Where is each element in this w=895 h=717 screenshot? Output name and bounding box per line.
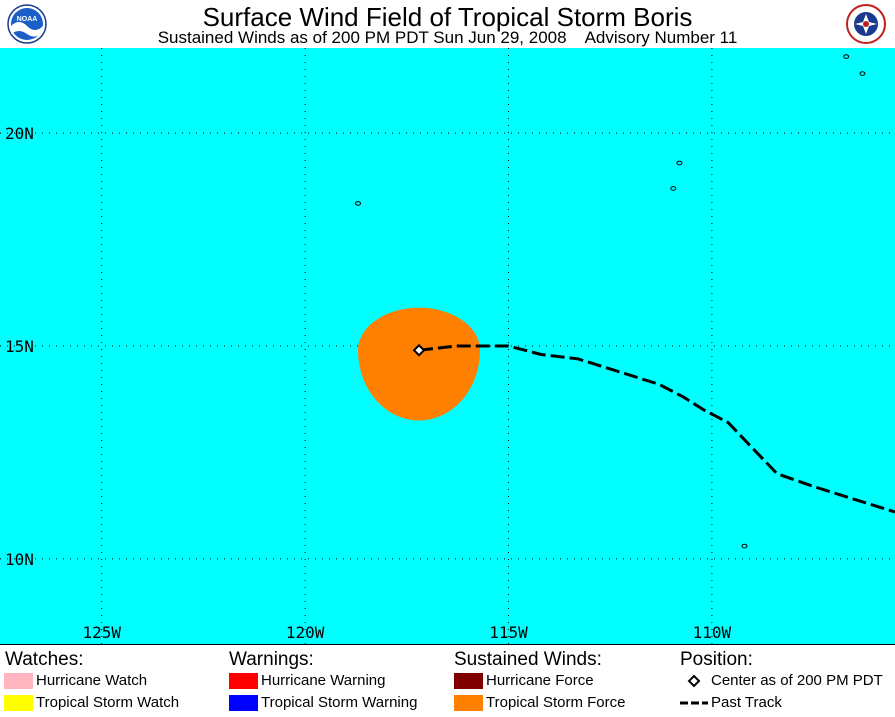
lon-label-125w: 125W: [82, 623, 121, 642]
tropical-storm-force-area: [358, 307, 480, 421]
legend-item-hurricane-watch: Hurricane Watch: [4, 673, 147, 689]
legend-position-heading: Position:: [680, 649, 753, 670]
lon-label-110w: 110W: [693, 623, 732, 642]
legend-position: Position:: [680, 649, 753, 671]
legend-item-hurricane-warning: Hurricane Warning: [229, 673, 386, 689]
advisory-number: Advisory Number 11: [584, 28, 738, 47]
legend: Watches: Hurricane Watch Tropical Storm …: [0, 644, 895, 717]
past-track-line: [418, 344, 895, 514]
hurricane-force-swatch: [454, 673, 483, 689]
noaa-logo: NOAA: [7, 4, 47, 44]
center-diamond-icon: [687, 674, 701, 688]
nws-logo: [846, 4, 886, 44]
legend-winds: Sustained Winds:: [454, 649, 602, 671]
island-outline: [741, 543, 748, 549]
map-title: Surface Wind Field of Tropical Storm Bor…: [202, 2, 693, 32]
island-outline: [355, 201, 361, 206]
legend-warnings: Warnings:: [229, 649, 314, 671]
legend-warnings-heading: Warnings:: [229, 649, 314, 670]
map-subtitle: Sustained Winds as of 200 PM PDT Sun Jun…: [0, 29, 895, 47]
lat-label-20n: 20N: [5, 124, 34, 143]
past-track-line-icon: [680, 701, 708, 705]
legend-item-tropical-storm-force: Tropical Storm Force: [454, 695, 625, 711]
advisory-time: Sustained Winds as of 200 PM PDT Sun Jun…: [157, 28, 567, 47]
island-outline: [676, 160, 683, 166]
lat-label-15n: 15N: [5, 337, 34, 356]
storm-center-marker: [412, 343, 426, 357]
legend-item-center: Center as of 200 PM PDT: [679, 673, 883, 689]
legend-winds-heading: Sustained Winds:: [454, 649, 602, 670]
svg-text:NOAA: NOAA: [17, 16, 38, 23]
island-outline: [843, 54, 850, 59]
island-outline: [859, 71, 866, 76]
legend-watches-heading: Watches:: [5, 649, 84, 670]
tropical-storm-force-swatch: [454, 695, 483, 711]
tropical-storm-warning-swatch: [229, 695, 258, 711]
wind-field-map: 20N 15N 10N 125W 120W 115W 110W: [0, 48, 895, 644]
tropical-storm-watch-swatch: [4, 695, 33, 711]
hurricane-watch-swatch: [4, 673, 33, 689]
legend-watches: Watches:: [5, 649, 84, 671]
lon-label-115w: 115W: [489, 623, 528, 642]
hurricane-warning-swatch: [229, 673, 258, 689]
header: NOAA Surface Wind Field of Tropical Stor…: [0, 0, 895, 48]
legend-item-past-track: Past Track: [679, 695, 782, 711]
legend-item-hurricane-force: Hurricane Force: [454, 673, 594, 689]
lon-label-120w: 120W: [286, 623, 325, 642]
legend-item-tropical-storm-warning: Tropical Storm Warning: [229, 695, 417, 711]
legend-item-tropical-storm-watch: Tropical Storm Watch: [4, 695, 179, 711]
island-outline: [670, 186, 677, 191]
lat-label-10n: 10N: [5, 550, 34, 569]
